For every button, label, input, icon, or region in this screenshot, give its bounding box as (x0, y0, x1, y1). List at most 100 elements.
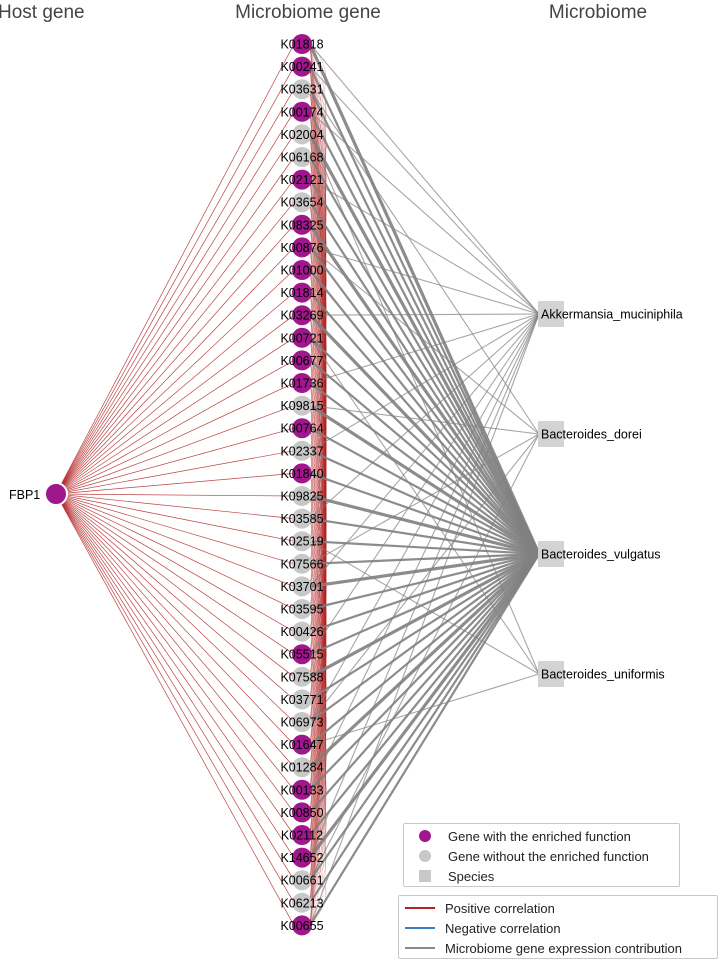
gene-species-edge (309, 472, 540, 556)
gene-gene-edge (309, 134, 327, 903)
gene-gene-edge (309, 43, 327, 316)
legend-item-positive: Positive correlation (399, 898, 555, 918)
gene-node (292, 825, 312, 845)
gene-node (292, 79, 312, 100)
gene-gene-edge (309, 269, 327, 700)
gene-gene-edge (309, 382, 327, 519)
gene-gene-edge (309, 179, 327, 790)
gene-gene-edge (309, 428, 327, 677)
host-gene-edge (55, 493, 295, 678)
gene-species-edge (309, 433, 540, 723)
gene-gene-edge (309, 269, 327, 497)
host-gene-edge (55, 269, 295, 495)
gene-node (292, 847, 312, 868)
gene-label: K00241 (280, 60, 323, 74)
gene-node (292, 237, 312, 258)
gene-gene-edge (309, 66, 327, 836)
gene-gene-edge (309, 586, 327, 723)
gene-gene-edge (309, 66, 327, 700)
gene-label: K01736 (280, 377, 323, 391)
gene-label: K01840 (280, 467, 323, 481)
gene-gene-edge (309, 382, 327, 723)
host-gene-edge (55, 43, 295, 495)
gene-gene-edge (309, 201, 327, 226)
host-gene-edge (55, 201, 295, 495)
gene-node (292, 56, 312, 77)
gene-species-edge (309, 313, 540, 520)
gene-gene-edge (309, 247, 327, 723)
gene-species-edge (309, 313, 540, 452)
gene-species-edge (309, 43, 540, 315)
gene-label: K08325 (280, 218, 323, 232)
species-contribution-edges (308, 43, 541, 926)
gene-node (292, 327, 312, 348)
gene-node (292, 124, 312, 145)
gene-gene-edge (309, 405, 327, 903)
gene-gene-edge (309, 89, 327, 338)
gene-gene-edge (309, 224, 327, 813)
gene-node (292, 395, 312, 416)
gene-gene-edge (309, 766, 327, 813)
gene-gene-edge (309, 156, 327, 610)
gene-species-edge (309, 552, 540, 679)
gene-gene-edge (309, 540, 327, 565)
gene-species-edge (309, 179, 540, 555)
gene-node (292, 373, 312, 393)
gene-gene-edge (309, 156, 327, 542)
gene-gene-edge (309, 541, 327, 700)
host-gene-edge (55, 66, 295, 495)
host-gene-edge (55, 427, 295, 495)
species-square-icon (410, 870, 440, 882)
legend-item-contribution: Microbiome gene expression contribution (399, 938, 682, 958)
gene-gene-edge (309, 88, 327, 135)
host-gene-edge (55, 493, 295, 745)
gene-gene-edge (309, 518, 327, 790)
gene-label: K06973 (280, 716, 323, 730)
host-gene-edge (55, 493, 295, 610)
gene-gene-edge (309, 292, 327, 474)
host-gene-edge (55, 493, 295, 587)
gene-label: K05515 (280, 648, 323, 662)
gene-gene-edge (309, 269, 327, 903)
gene-species-edge (309, 313, 540, 858)
gene-species-edge (309, 553, 540, 904)
gene-gene-edge (309, 631, 327, 813)
gene-node (292, 101, 312, 122)
gene-node (292, 802, 312, 823)
contribution-line-icon (405, 947, 435, 949)
gene-label: K03654 (280, 196, 323, 210)
species-label: Bacteroides_uniformis (541, 668, 665, 682)
gene-label: K07566 (280, 557, 323, 571)
gene-label: K01000 (280, 264, 323, 278)
gene-node (292, 666, 312, 687)
gene-gene-edge (309, 292, 327, 881)
gene-node (292, 870, 312, 891)
legend-item-species: Species (404, 866, 494, 886)
host-gene-edge (55, 314, 295, 495)
gene-gene-edge (309, 315, 327, 790)
gene-species-edge (309, 540, 540, 556)
gene-gene-edge (309, 179, 327, 384)
gene-gene-edge (309, 608, 327, 836)
gene-gene-edge (309, 382, 327, 858)
gene-node (292, 621, 312, 642)
gene-gene-edge (309, 676, 327, 768)
gene-gene-edge (309, 337, 327, 632)
gene-label: K00764 (280, 422, 323, 436)
gene-species-edge (309, 66, 540, 555)
gene-gene-edge (309, 134, 327, 293)
gene-label: K14652 (280, 851, 323, 865)
gene-gene-edge (309, 563, 327, 610)
gene-gene-edge (309, 495, 327, 542)
gene-label: K03595 (280, 603, 323, 617)
positive-line-icon (405, 907, 435, 909)
legend-label: Species (448, 868, 495, 884)
host-gene-edge (55, 247, 295, 495)
gene-node (292, 418, 312, 439)
gene-label: K00876 (280, 241, 323, 255)
host-correlation-edges (55, 43, 327, 926)
gene-node (292, 689, 312, 710)
gene-gene-edge (309, 156, 327, 406)
gene-node (292, 553, 312, 574)
edge-legend: Positive correlation Negative correlatio… (398, 895, 718, 959)
